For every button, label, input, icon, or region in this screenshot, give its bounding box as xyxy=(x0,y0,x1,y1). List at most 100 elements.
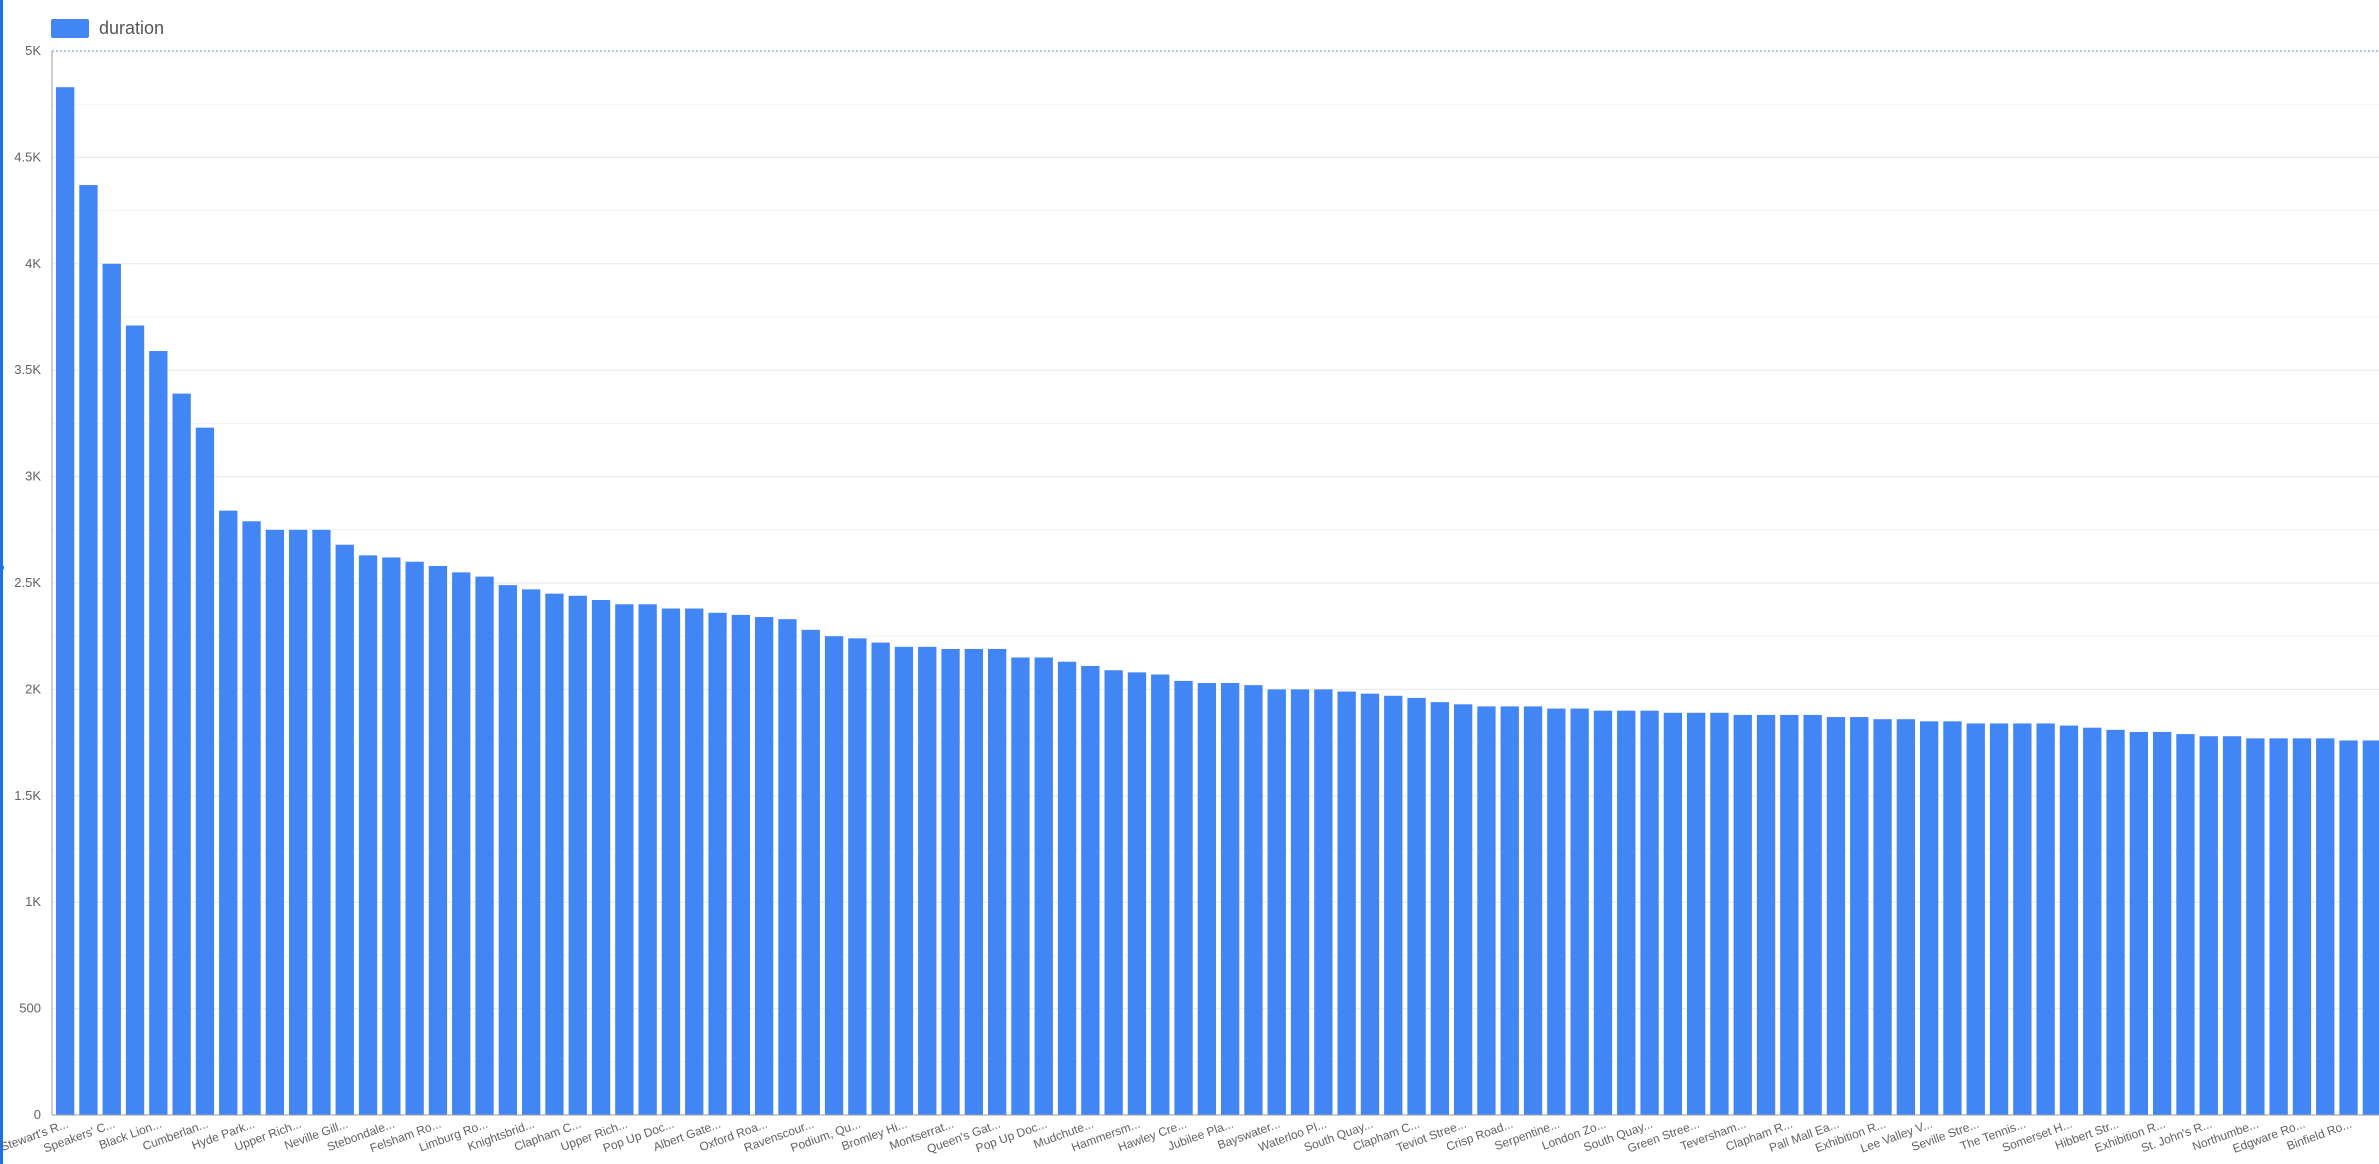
bar xyxy=(79,185,98,1116)
bar xyxy=(475,576,494,1115)
bar xyxy=(1896,719,1915,1115)
x-axis-ticks: Stewart's R...Speakers' C...Black Lion..… xyxy=(0,1117,2354,1156)
bar xyxy=(2199,736,2218,1115)
bar xyxy=(1803,714,1822,1115)
bar xyxy=(1523,706,1543,1115)
bar xyxy=(2222,736,2242,1115)
bar xyxy=(2059,725,2079,1115)
bar xyxy=(102,263,121,1115)
bar xyxy=(1011,657,1030,1115)
bar xyxy=(1989,723,2009,1115)
bar xyxy=(1570,708,1589,1115)
bar xyxy=(1174,680,1193,1115)
bars-layer xyxy=(56,87,2379,1116)
bar xyxy=(1850,717,1869,1115)
bar xyxy=(568,595,587,1115)
bar xyxy=(2339,740,2358,1115)
y-tick-label: 2.5K xyxy=(14,575,41,590)
bar xyxy=(1104,670,1123,1115)
bar xyxy=(545,593,564,1115)
bar xyxy=(2083,727,2102,1115)
y-tick-label: 1K xyxy=(25,894,41,909)
bar xyxy=(2246,738,2265,1115)
bar xyxy=(219,510,238,1115)
bar xyxy=(731,614,750,1115)
bar xyxy=(1756,714,1776,1115)
bar xyxy=(1314,689,1333,1115)
bar xyxy=(1710,712,1729,1115)
legend-swatch xyxy=(51,18,89,38)
resize-handle[interactable] xyxy=(0,564,4,571)
bar xyxy=(801,629,820,1115)
bar xyxy=(1407,697,1426,1115)
bar xyxy=(1733,714,1752,1115)
bar xyxy=(1384,695,1403,1115)
bar xyxy=(1127,672,1147,1115)
y-tick-label: 4.5K xyxy=(14,149,41,164)
bar xyxy=(1081,665,1100,1115)
bar xyxy=(382,557,401,1115)
bar xyxy=(871,642,890,1115)
bar xyxy=(1337,691,1356,1115)
y-tick-label: 500 xyxy=(19,1001,41,1016)
bar xyxy=(661,608,681,1115)
bar xyxy=(2153,731,2172,1115)
bar xyxy=(56,87,75,1115)
y-tick-label: 3.5K xyxy=(14,362,41,377)
bar xyxy=(2106,729,2125,1115)
bar xyxy=(1663,712,1682,1115)
bar xyxy=(195,427,215,1115)
selection-edge[interactable] xyxy=(0,0,3,1164)
bar xyxy=(824,636,844,1115)
bar xyxy=(265,529,284,1115)
bar xyxy=(685,608,704,1115)
bar xyxy=(1267,689,1286,1115)
bar xyxy=(1151,674,1170,1115)
bar xyxy=(2269,738,2288,1115)
bar xyxy=(1500,706,1519,1115)
bar xyxy=(755,617,774,1115)
bar xyxy=(358,555,378,1115)
bar xyxy=(988,648,1007,1115)
bar xyxy=(638,604,657,1115)
bar xyxy=(335,544,354,1115)
bar xyxy=(1640,710,1659,1115)
bar xyxy=(778,619,797,1115)
bar xyxy=(591,600,611,1115)
bar xyxy=(1430,702,1449,1115)
bar xyxy=(1034,657,1053,1115)
axis-layer xyxy=(51,51,2379,1116)
bar xyxy=(522,589,541,1115)
y-tick-label: 4K xyxy=(25,256,41,271)
bar xyxy=(405,561,424,1115)
y-tick-label: 2K xyxy=(25,681,41,696)
bar xyxy=(312,529,331,1115)
bar xyxy=(1477,706,1496,1115)
bar xyxy=(2292,738,2312,1115)
bar xyxy=(1454,704,1473,1115)
y-tick-label: 3K xyxy=(25,469,41,484)
bar xyxy=(1687,712,1706,1115)
bar xyxy=(1290,689,1310,1115)
bar xyxy=(2013,723,2032,1115)
legend-label: duration xyxy=(99,17,165,38)
bar xyxy=(1826,717,1846,1115)
bar xyxy=(918,646,937,1115)
bar xyxy=(1244,685,1263,1115)
bar xyxy=(1197,683,1216,1115)
bar xyxy=(428,565,448,1115)
bar xyxy=(848,638,867,1115)
bar xyxy=(2036,723,2055,1115)
bar xyxy=(452,572,471,1115)
bar xyxy=(2129,731,2148,1115)
bar xyxy=(1617,710,1636,1115)
bar xyxy=(1593,710,1613,1115)
legend: duration xyxy=(51,17,164,39)
bar xyxy=(1780,714,1799,1115)
bar xyxy=(1873,719,1892,1115)
bar xyxy=(2316,738,2335,1115)
bar xyxy=(964,648,983,1115)
bar xyxy=(498,585,517,1115)
